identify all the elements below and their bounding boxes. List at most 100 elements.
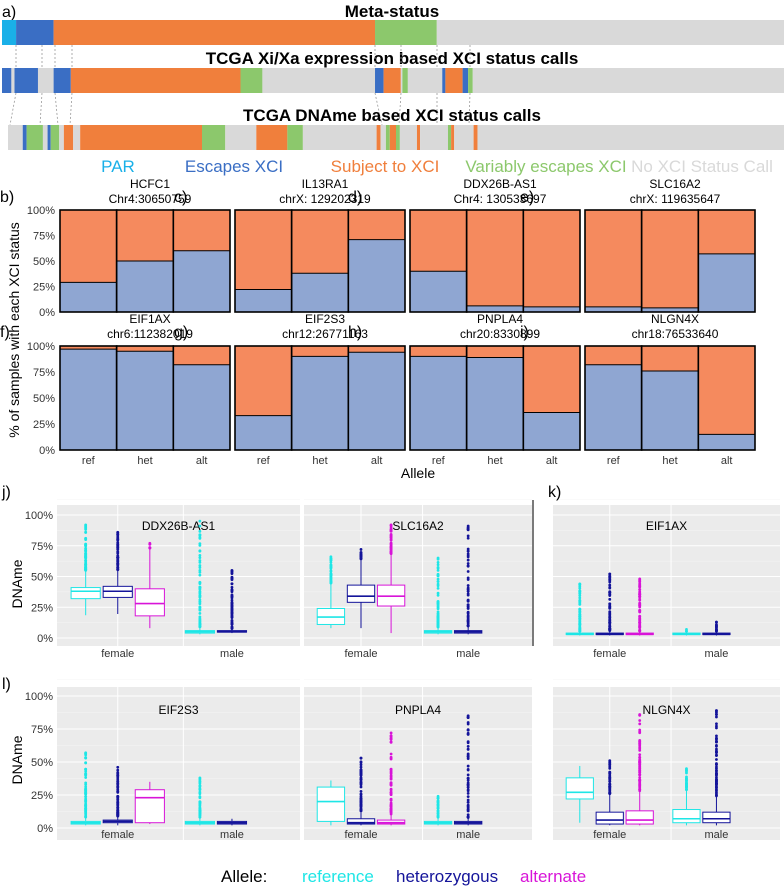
outlier-point (389, 801, 393, 805)
outlier-point (466, 721, 470, 724)
locus-label: chr12:26771163 (282, 327, 368, 341)
outlier-point (84, 802, 88, 806)
allele-legend-item: heterozygous (396, 867, 498, 886)
outlier-point (715, 751, 718, 755)
y-tick-label: 100% (27, 205, 55, 217)
outlier-point (230, 611, 234, 614)
outlier-point (685, 779, 688, 782)
outlier-point (466, 613, 470, 617)
outlier-point (116, 568, 120, 571)
x-tick-label: ref (432, 455, 446, 467)
status-segment (80, 125, 202, 150)
bar-outline (522, 345, 581, 451)
outlier-point (638, 769, 642, 772)
outlier-point (84, 751, 88, 755)
outlier-point (84, 800, 88, 803)
gene-name: DDX26B-AS1 (463, 177, 537, 191)
outlier-point (466, 564, 470, 568)
outlier-point (608, 770, 612, 774)
outlier-point (466, 558, 470, 562)
outlier-point (578, 626, 582, 629)
outlier-point (389, 793, 393, 796)
bar-subject-segment (585, 346, 642, 365)
outlier-point (359, 773, 363, 777)
outlier-point (359, 768, 363, 772)
outlier-point (389, 771, 393, 774)
status-segment (50, 125, 60, 150)
outlier-point (116, 562, 120, 566)
outlier-point (685, 784, 688, 788)
outlier-point (715, 753, 718, 757)
x-tick-label: ref (82, 455, 96, 467)
bar-outline (172, 345, 231, 451)
status-segment (451, 125, 455, 150)
boxplot-panel: k) EIF1AX female male (548, 484, 780, 660)
outlier-point (436, 799, 440, 803)
y-tick-label: 0% (39, 307, 55, 319)
y-tick-label: 100% (27, 341, 55, 353)
outlier-point (578, 590, 582, 594)
outlier-point (685, 627, 688, 631)
y-tick-label: 25% (33, 419, 55, 431)
boxplot-panel: j) DDX26B-AS1 100% 75% 50% 25% 0% female male (1, 484, 300, 660)
y-tick-label: 0% (39, 445, 55, 457)
outlier-point (436, 577, 440, 581)
outlier-point (715, 792, 718, 796)
legend-item: No XCI Status Call (631, 157, 773, 176)
outlier-point (608, 612, 612, 616)
outlier-point (389, 545, 393, 548)
outlier-point (638, 760, 642, 764)
outlier-point (84, 546, 88, 550)
outlier-point (436, 586, 440, 590)
outlier-point (436, 623, 440, 627)
outlier-point (638, 782, 642, 786)
box-body (134, 789, 165, 824)
outlier-point (715, 620, 718, 624)
outlier-point (359, 756, 363, 760)
outlier-point (329, 573, 333, 577)
status-segment (447, 125, 452, 150)
outlier-point (466, 803, 470, 807)
y-tick-label: 50% (31, 757, 53, 769)
outlier-point (198, 608, 202, 612)
outlier-point (198, 615, 202, 619)
outlier-point (466, 791, 470, 795)
outlier-point (359, 555, 363, 559)
gene-name: PNPLA4 (395, 703, 441, 717)
box-body (565, 777, 594, 800)
outlier-point (608, 766, 612, 770)
x-tick-label: alt (196, 455, 208, 467)
outlier-point (436, 603, 440, 607)
panel-letter: d) (348, 189, 362, 206)
y-tick-label: 25% (31, 602, 53, 614)
y-tick-label: 75% (33, 367, 55, 379)
outlier-point (84, 528, 88, 531)
outlier-point (84, 523, 88, 527)
panel-letter: g) (174, 324, 188, 341)
x-tick-label: male (220, 648, 244, 660)
outlier-point (389, 731, 393, 735)
outlier-point (638, 747, 642, 751)
outlier-point (715, 782, 718, 786)
x-tick-label: female (101, 648, 134, 660)
bar-escape-segment (60, 282, 117, 312)
dname-axis-title: DNAme (9, 559, 25, 608)
outlier-point (198, 582, 202, 586)
status-segment (302, 125, 377, 150)
status-segment (399, 125, 417, 150)
y-tick-label: 75% (31, 541, 53, 553)
status-segment (53, 68, 71, 93)
outlier-point (715, 794, 718, 798)
bar-subject-segment (410, 210, 467, 272)
outlier-point (198, 519, 202, 523)
outlier-point (116, 765, 120, 769)
bar-outline (347, 209, 406, 313)
outlier-point (84, 538, 88, 542)
outlier-point (638, 577, 642, 581)
outlier-point (466, 757, 470, 761)
outlier-point (608, 594, 612, 597)
outlier-point (198, 533, 202, 537)
allele-legend-item: reference (302, 867, 374, 886)
outlier-point (329, 577, 333, 580)
